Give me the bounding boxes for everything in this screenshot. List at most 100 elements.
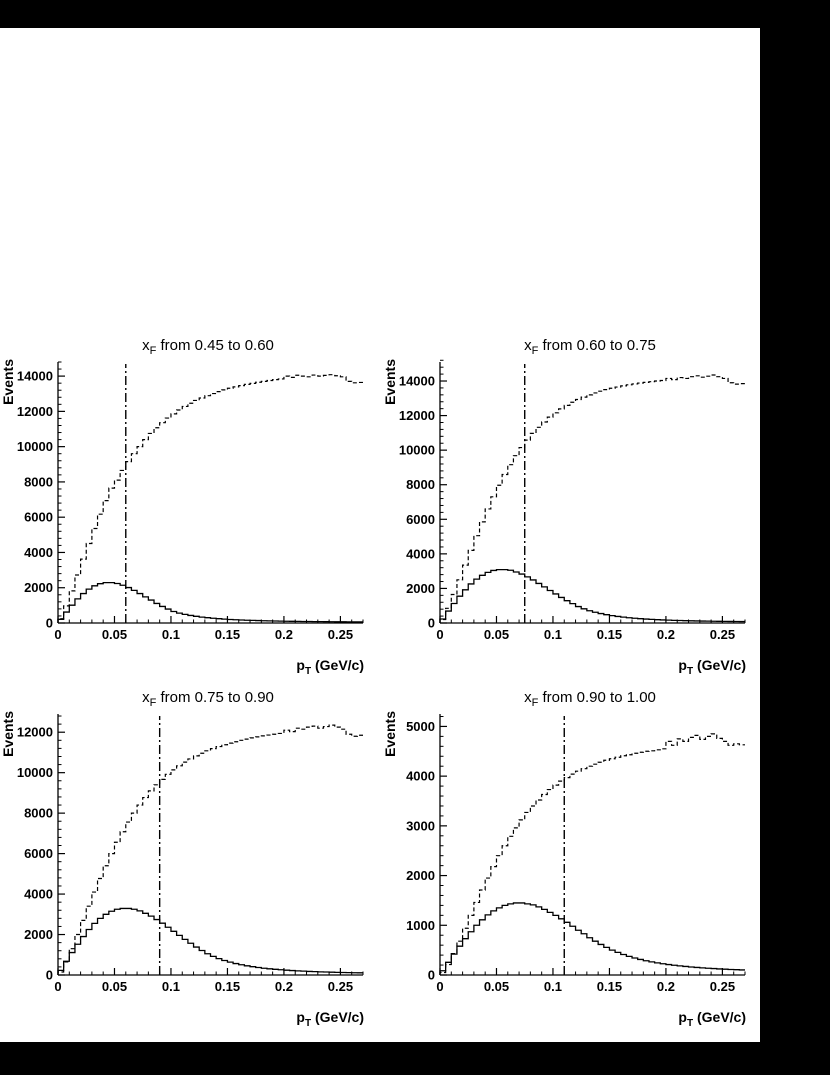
title-subscript: F bbox=[149, 697, 157, 709]
x-tick-label: 0 bbox=[436, 627, 443, 642]
x-axis-label-symbol: p bbox=[296, 1009, 305, 1025]
top-black-bar bbox=[0, 0, 830, 28]
y-tick-label: 12000 bbox=[17, 725, 53, 740]
series bbox=[439, 374, 745, 623]
y-tick-label: 3000 bbox=[406, 818, 435, 833]
figure-panel: xF from 0.45 to 0.60 Events 0 0.05 0.1 0.15… bbox=[0, 28, 760, 1042]
all-events-dashed bbox=[57, 724, 363, 975]
x-tick-label: 0.2 bbox=[657, 979, 675, 994]
y-tick-label: 0 bbox=[428, 616, 435, 631]
y-tick-label: 6000 bbox=[24, 846, 53, 861]
x-axis-label-subscript: T bbox=[304, 665, 312, 677]
x-tick-label: 0.1 bbox=[162, 627, 180, 642]
y-tick-label: 14000 bbox=[17, 369, 53, 384]
y-tick-label: 8000 bbox=[406, 477, 435, 492]
y-tick-label: 4000 bbox=[24, 887, 53, 902]
title-range: from 0.90 to 1.00 bbox=[538, 689, 656, 706]
title-range: from 0.75 to 0.90 bbox=[156, 689, 274, 706]
title-range: from 0.45 to 0.60 bbox=[156, 337, 274, 354]
x-tick-label: 0.05 bbox=[102, 627, 127, 642]
x-axis-label-units: (GeV/c) bbox=[693, 657, 746, 673]
y-tick-label: 10000 bbox=[17, 765, 53, 780]
x-axis-label: pT (GeV/c) bbox=[678, 657, 746, 677]
selected-events-solid bbox=[57, 581, 363, 623]
axes: 0 0.05 0.1 0.15 0.2 0.25 0 2000 4000 6000 8000 1000… bbox=[399, 359, 746, 642]
x-axis-label-units: (GeV/c) bbox=[311, 1009, 364, 1025]
x-tick-label: 0.15 bbox=[597, 979, 622, 994]
axes: 0 0.05 0.1 0.15 0.2 0.25 0 1000 2000 3000 4000 5000 bbox=[406, 714, 746, 994]
all-events-dashed bbox=[439, 374, 745, 623]
x-tick-label: 0.2 bbox=[657, 627, 675, 642]
x-tick-label: 0.25 bbox=[328, 979, 353, 994]
selected-events-solid bbox=[439, 902, 745, 975]
y-tick-label: 2000 bbox=[24, 927, 53, 942]
y-tick-label: 6000 bbox=[406, 512, 435, 527]
chart-cell-xf-060-075: xF from 0.60 to 0.75 Events 0 0.05 0.1 0.15… bbox=[382, 335, 760, 687]
chart-grid: xF from 0.45 to 0.60 Events 0 0.05 0.1 0.15… bbox=[0, 335, 760, 1039]
y-tick-label: 0 bbox=[46, 616, 53, 631]
y-tick-label: 4000 bbox=[406, 769, 435, 784]
title-subscript: F bbox=[531, 345, 539, 357]
x-tick-label: 0.15 bbox=[597, 627, 622, 642]
chart-title: xF from 0.60 to 0.75 bbox=[428, 337, 752, 357]
y-tick-label: 10000 bbox=[399, 443, 435, 458]
series bbox=[57, 374, 363, 623]
title-variable: x bbox=[524, 689, 532, 706]
x-tick-label: 0 bbox=[54, 627, 61, 642]
x-tick-label: 0 bbox=[436, 979, 443, 994]
x-axis-label-units: (GeV/c) bbox=[311, 657, 364, 673]
y-tick-label: 4000 bbox=[406, 546, 435, 561]
right-black-bar bbox=[760, 28, 830, 1075]
x-tick-label: 0.25 bbox=[710, 627, 735, 642]
x-tick-label: 0.05 bbox=[102, 979, 127, 994]
y-tick-label: 10000 bbox=[17, 439, 53, 454]
y-tick-label: 8000 bbox=[24, 806, 53, 821]
x-tick-label: 0.25 bbox=[328, 627, 353, 642]
title-variable: x bbox=[524, 337, 532, 354]
x-axis-label-units: (GeV/c) bbox=[693, 1009, 746, 1025]
title-range: from 0.60 to 0.75 bbox=[538, 337, 656, 354]
x-axis-label-symbol: p bbox=[678, 1009, 687, 1025]
series bbox=[57, 724, 363, 975]
chart-title: xF from 0.90 to 1.00 bbox=[428, 689, 752, 709]
axes: 0 0.05 0.1 0.15 0.2 0.25 0 2000 4000 6000 8000 1000… bbox=[17, 714, 364, 994]
y-tick-label: 12000 bbox=[399, 408, 435, 423]
title-variable: x bbox=[142, 689, 150, 706]
y-tick-label: 5000 bbox=[406, 719, 435, 734]
y-tick-label: 2000 bbox=[406, 868, 435, 883]
x-tick-label: 0.1 bbox=[162, 979, 180, 994]
x-tick-label: 0.1 bbox=[544, 979, 562, 994]
y-tick-label: 2000 bbox=[24, 580, 53, 595]
bottom-black-bar bbox=[0, 1042, 830, 1075]
y-tick-label: 8000 bbox=[24, 474, 53, 489]
y-tick-label: 12000 bbox=[17, 404, 53, 419]
x-axis-label: pT (GeV/c) bbox=[678, 1009, 746, 1029]
chart-cell-xf-090-100: xF from 0.90 to 1.00 Events 0 0.05 0.1 0.15… bbox=[382, 687, 760, 1039]
y-tick-label: 14000 bbox=[399, 374, 435, 389]
x-axis-label: pT (GeV/c) bbox=[296, 657, 364, 677]
x-tick-label: 0.2 bbox=[275, 627, 293, 642]
x-tick-label: 0.05 bbox=[484, 979, 509, 994]
y-tick-label: 0 bbox=[428, 968, 435, 983]
selected-events-solid bbox=[57, 907, 363, 975]
x-axis-label-subscript: T bbox=[686, 1017, 694, 1029]
x-axis-label-symbol: p bbox=[296, 657, 305, 673]
chart-title: xF from 0.75 to 0.90 bbox=[46, 689, 370, 709]
chart-svg: 0 0.05 0.1 0.15 0.2 0.25 0 1000 2000 3000 4000 5000 bbox=[406, 714, 746, 994]
y-tick-label: 6000 bbox=[24, 510, 53, 525]
x-tick-label: 0.25 bbox=[710, 979, 735, 994]
chart-cell-xf-075-090: xF from 0.75 to 0.90 Events 0 0.05 0.1 0.15… bbox=[0, 687, 378, 1039]
chart-svg: 0 0.05 0.1 0.15 0.2 0.25 0 2000 4000 6000 8000 1000… bbox=[17, 714, 364, 994]
chart-title: xF from 0.45 to 0.60 bbox=[46, 337, 370, 357]
y-tick-label: 0 bbox=[46, 968, 53, 983]
axes: 0 0.05 0.1 0.15 0.2 0.25 0 2000 4000 6000 8000 1000… bbox=[17, 361, 364, 642]
title-variable: x bbox=[142, 337, 150, 354]
selected-events-solid bbox=[439, 568, 745, 623]
x-tick-label: 0 bbox=[54, 979, 61, 994]
chart-svg: 0 0.05 0.1 0.15 0.2 0.25 0 2000 4000 6000 8000 1000… bbox=[17, 361, 364, 642]
all-events-dashed bbox=[439, 733, 745, 975]
x-axis-label-symbol: p bbox=[678, 657, 687, 673]
y-tick-label: 2000 bbox=[406, 581, 435, 596]
x-axis-label-subscript: T bbox=[304, 1017, 312, 1029]
x-tick-label: 0.15 bbox=[215, 627, 240, 642]
